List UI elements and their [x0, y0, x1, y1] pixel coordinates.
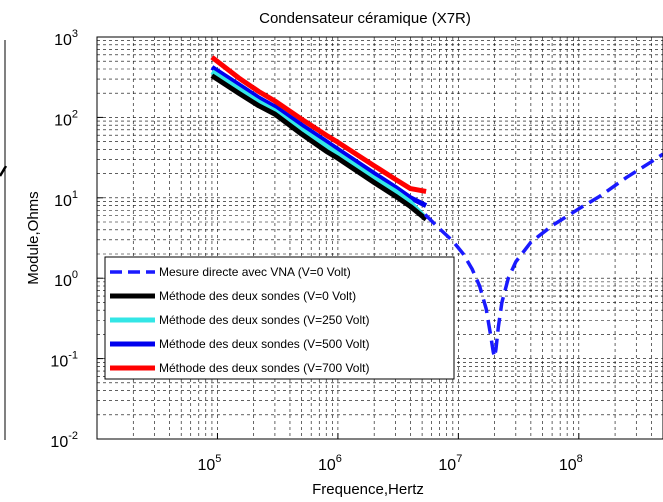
x-tick-label: 106	[318, 453, 342, 474]
legend-label-2: Méthode des deux sondes (V=250 Volt)	[159, 313, 369, 327]
x-tick-label: 107	[438, 453, 462, 474]
plot-frame	[96, 36, 663, 440]
y-tick-label: 101	[54, 189, 78, 210]
series-layer	[210, 55, 663, 359]
legend-label-3: Méthode des deux sondes (V=500 Volt)	[159, 337, 369, 351]
y-tick-label: 10-2	[50, 430, 78, 451]
series-line-2	[210, 69, 428, 221]
x-axis-ticks: 105 106 107 108	[197, 433, 583, 474]
y-axis-label: Module,Ohms	[25, 191, 42, 284]
y-tick-label: 100	[54, 269, 78, 290]
legend-label-4: Méthode des deux sondes (V=700 Volt)	[159, 361, 369, 375]
neighbour-plot-edge	[0, 40, 8, 440]
y-tick-label: 103	[54, 28, 78, 49]
legend: Mesure directe avec VNA (V=0 Volt) Méthod…	[104, 256, 455, 380]
legend-label-1: Méthode des deux sondes (V=0 Volt)	[159, 289, 356, 303]
series-line-4	[210, 55, 427, 194]
legend-label-0: Mesure directe avec VNA (V=0 Volt)	[159, 265, 351, 279]
x-tick-label: 105	[197, 453, 221, 474]
y-axis-ticks: 10-2 10-1 100 101 102 103	[50, 28, 103, 451]
series-line-3	[210, 65, 428, 208]
x-axis-label: Frequence,Hertz	[312, 481, 424, 498]
series-line-1	[210, 73, 428, 222]
series-line-0	[423, 152, 663, 359]
legend-box	[104, 256, 455, 380]
x-tick-label: 108	[559, 453, 583, 474]
y-tick-label: 10-1	[50, 350, 78, 371]
chart-title: Condensateur céramique (X7R)	[259, 10, 471, 27]
y-tick-label: 102	[54, 108, 78, 129]
